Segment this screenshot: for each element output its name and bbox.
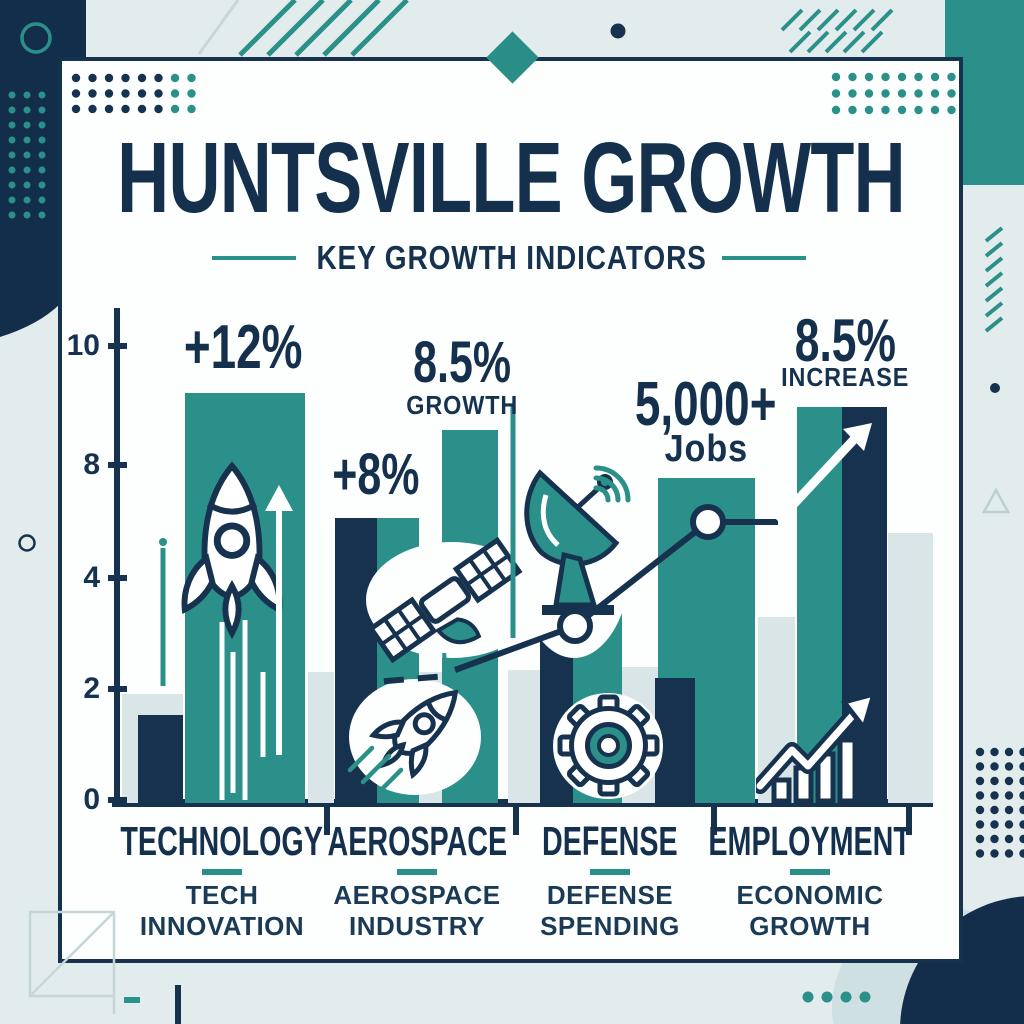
category-underline [397, 869, 437, 875]
y-tick-label: 4 [83, 561, 100, 594]
bar-aerospace-bg-left [308, 672, 334, 803]
x-tick-mark [324, 807, 330, 835]
subtitle-dash-left [212, 256, 296, 260]
y-axis [114, 308, 120, 805]
x-tick-mark [513, 807, 519, 835]
page-title-text: HUNTSVILLE GROWTH [117, 122, 905, 234]
y-tick-label: 0 [83, 783, 100, 816]
bar-employment-bg-right [888, 533, 933, 803]
bar-technology-prior [138, 715, 183, 803]
page-subtitle-text: KEY GROWTH INDICATORS [316, 239, 708, 276]
y-tick-label: 8 [83, 448, 100, 481]
y-tick-label: 2 [83, 672, 100, 705]
category-underline [590, 869, 630, 875]
x-tick-mark [711, 807, 717, 835]
y-tick-mark [108, 797, 127, 803]
y-tick-mark [108, 462, 127, 468]
category-underline [790, 869, 830, 875]
x-axis [112, 799, 933, 807]
y-tick-mark [108, 575, 127, 581]
y-tick-label: 10 [66, 329, 100, 362]
subtitle-dash-right [722, 256, 806, 260]
y-tick-mark [108, 343, 127, 349]
x-tick-mark [906, 807, 912, 835]
y-tick-mark [108, 686, 127, 692]
category-underline [202, 869, 242, 875]
